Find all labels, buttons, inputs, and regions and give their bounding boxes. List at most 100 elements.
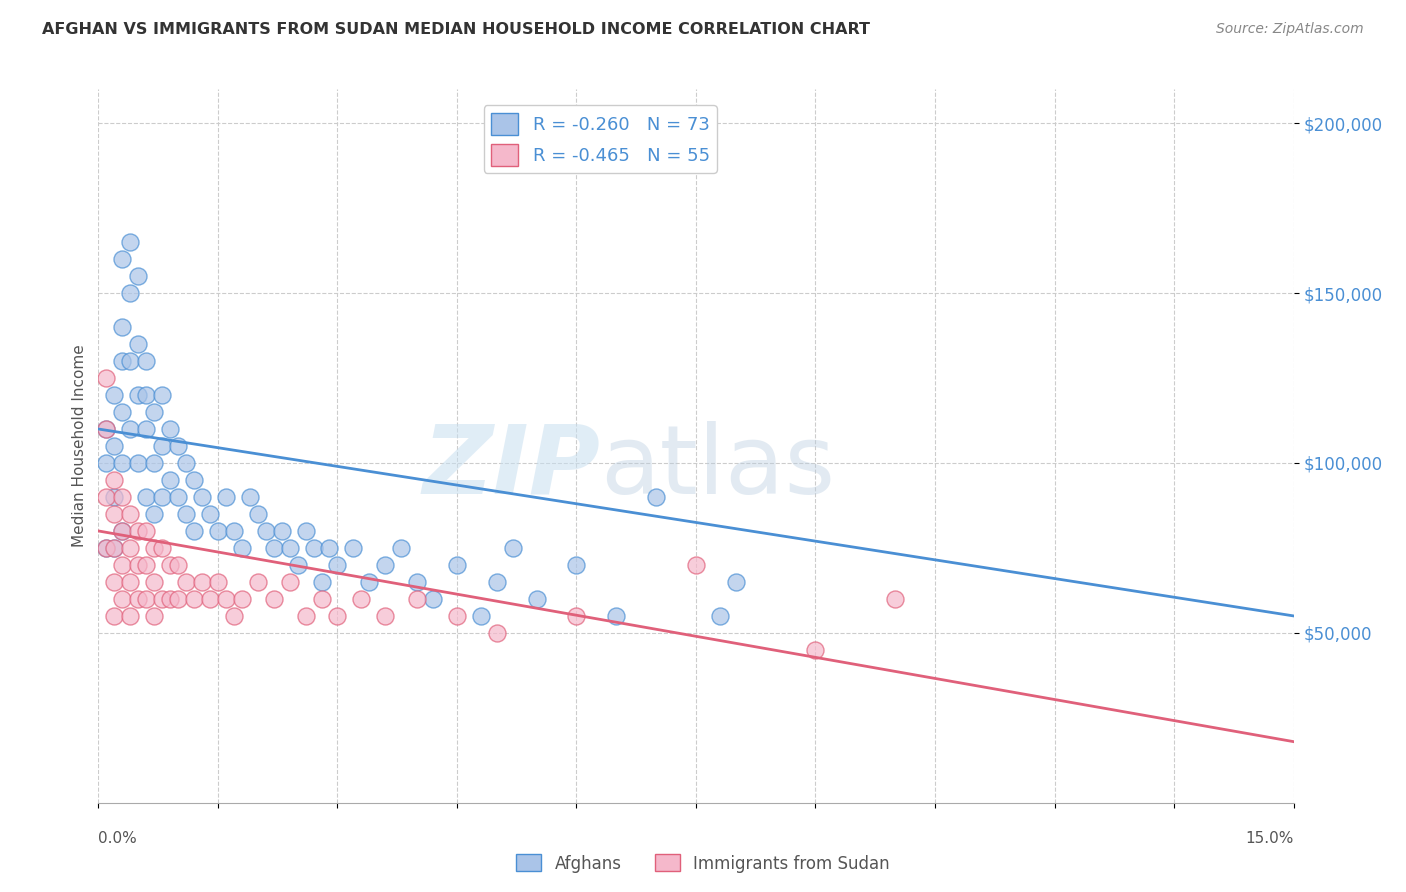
Point — [174, 507, 197, 521]
Point — [150, 490, 173, 504]
Point — [135, 490, 157, 504]
Point — [645, 490, 668, 504]
Point — [709, 608, 731, 623]
Point — [103, 574, 125, 589]
Point — [120, 574, 142, 589]
Point — [318, 541, 340, 555]
Point — [422, 591, 444, 606]
Point — [198, 591, 221, 606]
Point — [804, 643, 827, 657]
Point — [207, 524, 229, 538]
Point — [143, 608, 166, 623]
Point — [143, 405, 166, 419]
Point — [143, 507, 166, 521]
Point — [111, 354, 134, 368]
Point — [183, 524, 205, 538]
Point — [326, 558, 349, 572]
Point — [103, 507, 125, 521]
Point — [127, 269, 149, 284]
Point — [406, 591, 429, 606]
Point — [96, 490, 118, 504]
Point — [103, 439, 125, 453]
Point — [135, 354, 157, 368]
Point — [167, 558, 190, 572]
Point — [96, 422, 118, 436]
Point — [215, 591, 238, 606]
Point — [174, 574, 197, 589]
Point — [150, 591, 173, 606]
Point — [406, 574, 429, 589]
Legend: R = -0.260   N = 73, R = -0.465   N = 55: R = -0.260 N = 73, R = -0.465 N = 55 — [484, 105, 717, 173]
Point — [135, 524, 157, 538]
Point — [135, 558, 157, 572]
Point — [246, 574, 269, 589]
Point — [103, 541, 125, 555]
Point — [502, 541, 524, 555]
Point — [103, 490, 125, 504]
Point — [222, 608, 245, 623]
Point — [111, 320, 134, 334]
Point — [374, 558, 396, 572]
Point — [389, 541, 412, 555]
Text: Source: ZipAtlas.com: Source: ZipAtlas.com — [1216, 22, 1364, 37]
Point — [231, 591, 253, 606]
Point — [159, 558, 181, 572]
Point — [263, 591, 285, 606]
Point — [884, 591, 907, 606]
Point — [215, 490, 238, 504]
Point — [359, 574, 381, 589]
Point — [127, 591, 149, 606]
Point — [270, 524, 292, 538]
Point — [143, 541, 166, 555]
Point — [127, 456, 149, 470]
Point — [311, 591, 333, 606]
Point — [278, 574, 301, 589]
Point — [167, 490, 190, 504]
Point — [120, 422, 142, 436]
Point — [183, 591, 205, 606]
Point — [287, 558, 309, 572]
Point — [111, 558, 134, 572]
Point — [311, 574, 333, 589]
Point — [167, 591, 190, 606]
Point — [96, 541, 118, 555]
Point — [143, 456, 166, 470]
Point — [103, 388, 125, 402]
Point — [96, 371, 118, 385]
Point — [96, 422, 118, 436]
Point — [150, 388, 173, 402]
Point — [342, 541, 364, 555]
Point — [127, 388, 149, 402]
Point — [159, 473, 181, 487]
Point — [135, 591, 157, 606]
Point — [150, 541, 173, 555]
Point — [278, 541, 301, 555]
Point — [565, 608, 588, 623]
Point — [120, 541, 142, 555]
Point — [485, 574, 508, 589]
Text: 0.0%: 0.0% — [98, 831, 138, 847]
Point — [120, 286, 142, 301]
Text: 15.0%: 15.0% — [1246, 831, 1294, 847]
Point — [198, 507, 221, 521]
Point — [207, 574, 229, 589]
Point — [565, 558, 588, 572]
Point — [143, 574, 166, 589]
Point — [150, 439, 173, 453]
Point — [685, 558, 707, 572]
Point — [724, 574, 747, 589]
Point — [246, 507, 269, 521]
Point — [111, 490, 134, 504]
Point — [605, 608, 627, 623]
Point — [167, 439, 190, 453]
Point — [302, 541, 325, 555]
Point — [120, 354, 142, 368]
Point — [111, 252, 134, 266]
Point — [326, 608, 349, 623]
Point — [159, 591, 181, 606]
Point — [191, 574, 214, 589]
Point — [254, 524, 277, 538]
Point — [470, 608, 492, 623]
Point — [111, 591, 134, 606]
Text: atlas: atlas — [600, 421, 835, 514]
